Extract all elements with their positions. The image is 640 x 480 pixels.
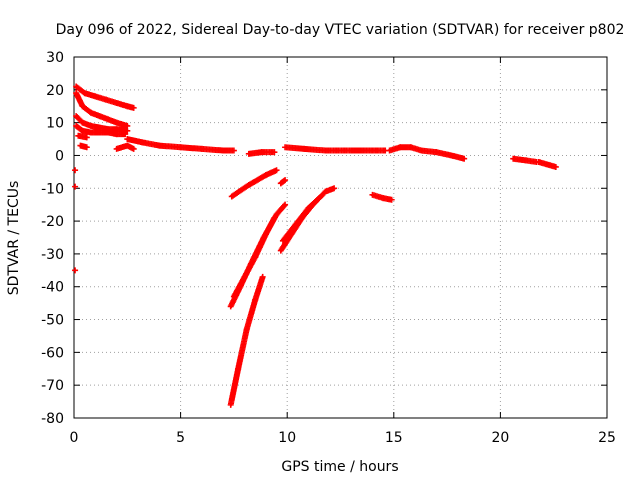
data-point (130, 145, 137, 152)
y-tick-label: 20 (46, 83, 64, 99)
series-arc-r (230, 214, 278, 300)
data-point (124, 127, 131, 134)
y-tick-label: -40 (41, 280, 64, 296)
y-tick-label: -50 (41, 313, 64, 329)
y-tick-label: 30 (46, 50, 64, 66)
data-point (273, 167, 280, 174)
x-tick-label: 10 (278, 430, 296, 446)
data-point (122, 131, 129, 138)
axes (73, 56, 608, 419)
series-arc-l (510, 155, 540, 166)
data-point (282, 201, 289, 208)
series-arc-e (75, 132, 90, 141)
series-arc-f (77, 142, 90, 151)
series-arc-d (73, 122, 129, 138)
data-point (72, 167, 79, 174)
series-arc-g (113, 142, 137, 152)
tick-labels: 0 5 10 15 20 25 -80 -70 -60 -50 -40 -30 -20 -10 0 10 20 3… (41, 50, 616, 446)
x-tick-label: 25 (598, 430, 616, 446)
y-tick-label: -70 (41, 378, 64, 394)
data-point (72, 267, 79, 274)
data-point (552, 163, 559, 170)
y-tick-label: 0 (55, 148, 64, 164)
series-arc-h (124, 136, 237, 154)
series-arc-m (535, 159, 559, 170)
data-point (72, 183, 79, 190)
chart-title: Day 096 of 2022, Sidereal Day-to-day VTE… (56, 22, 625, 38)
data-point (130, 104, 137, 111)
data-point (315, 196, 322, 203)
grid-lines (74, 57, 607, 418)
data-point (83, 144, 90, 151)
series-arc-k (386, 144, 468, 162)
series-arc-n (228, 167, 280, 200)
series-arc-i (245, 149, 278, 157)
y-tick-label: 10 (46, 116, 64, 132)
data-point (230, 147, 237, 154)
series-arc-b (73, 90, 131, 129)
y-tick-label: -60 (41, 345, 64, 361)
data-point (281, 202, 288, 209)
data-point (271, 149, 278, 156)
x-tick-label: 0 (70, 430, 79, 446)
plot-frame (73, 56, 608, 419)
y-tick-label: -80 (41, 411, 64, 427)
series-arc-a (73, 83, 137, 111)
y-tick-label: -30 (41, 247, 64, 263)
y-axis-label: SDTVAR / TECUs (6, 181, 22, 296)
x-tick-label: 15 (385, 430, 403, 446)
y-tick-label: -10 (41, 181, 64, 197)
data-point (281, 177, 288, 184)
y-tick-label: -20 (41, 214, 64, 230)
data-point (83, 134, 90, 141)
x-axis-label: GPS time / hours (281, 459, 398, 475)
series-arc-s (277, 185, 338, 254)
data-point (282, 177, 289, 184)
data-point (388, 196, 395, 203)
series-iso-3 (72, 267, 79, 274)
data-points (72, 83, 559, 408)
data-point (316, 195, 323, 202)
data-point (271, 214, 278, 221)
series-arc-t (279, 195, 323, 244)
series-iso-2 (72, 183, 79, 190)
series-arc-o (277, 177, 289, 187)
data-point (461, 155, 468, 162)
series-iso-1 (72, 167, 79, 174)
x-tick-label: 5 (176, 430, 185, 446)
data-point (331, 185, 338, 192)
series-arc-u (227, 273, 266, 408)
x-tick-label: 20 (491, 430, 509, 446)
data-point (259, 273, 266, 280)
series-arc-p (369, 191, 395, 203)
series-arc-j (282, 144, 389, 154)
